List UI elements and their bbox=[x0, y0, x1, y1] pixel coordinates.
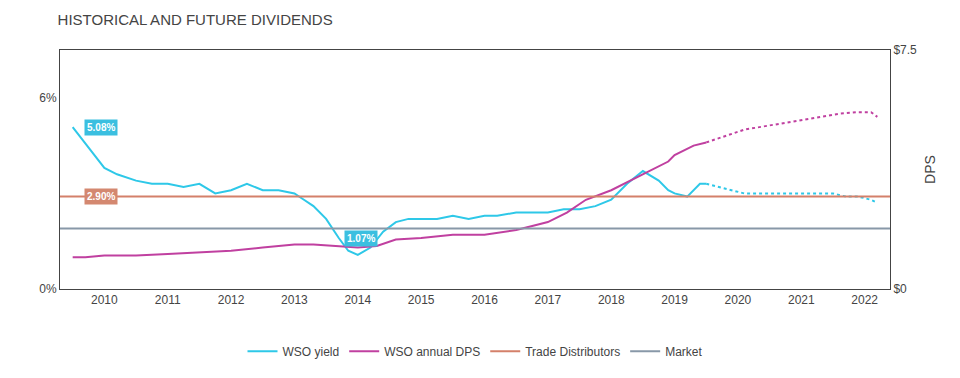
svg-text:HISTORICAL AND FUTURE DIVIDEND: HISTORICAL AND FUTURE DIVIDENDS bbox=[58, 11, 333, 28]
svg-text:Market: Market bbox=[665, 345, 702, 359]
svg-text:1.07%: 1.07% bbox=[347, 233, 375, 244]
svg-text:2011: 2011 bbox=[155, 293, 181, 307]
svg-text:2019: 2019 bbox=[661, 293, 688, 307]
svg-text:2017: 2017 bbox=[535, 293, 562, 307]
svg-text:2015: 2015 bbox=[408, 293, 435, 307]
svg-text:2020: 2020 bbox=[725, 293, 752, 307]
svg-text:6%: 6% bbox=[39, 91, 57, 105]
svg-text:2022: 2022 bbox=[851, 293, 878, 307]
svg-text:0%: 0% bbox=[39, 282, 57, 296]
svg-text:2.90%: 2.90% bbox=[87, 191, 115, 202]
svg-text:2012: 2012 bbox=[218, 293, 245, 307]
svg-text:DPS: DPS bbox=[922, 155, 938, 184]
svg-text:2018: 2018 bbox=[598, 293, 625, 307]
svg-text:2021: 2021 bbox=[788, 293, 815, 307]
svg-text:WSO annual DPS: WSO annual DPS bbox=[384, 345, 480, 359]
svg-text:$7.5: $7.5 bbox=[893, 43, 917, 57]
svg-text:Trade Distributors: Trade Distributors bbox=[525, 345, 620, 359]
svg-text:WSO yield: WSO yield bbox=[283, 345, 340, 359]
svg-text:2014: 2014 bbox=[344, 293, 371, 307]
svg-text:$0: $0 bbox=[893, 282, 907, 296]
svg-text:2016: 2016 bbox=[471, 293, 498, 307]
svg-text:5.08%: 5.08% bbox=[87, 122, 115, 133]
svg-text:2010: 2010 bbox=[91, 293, 118, 307]
svg-text:2013: 2013 bbox=[281, 293, 308, 307]
